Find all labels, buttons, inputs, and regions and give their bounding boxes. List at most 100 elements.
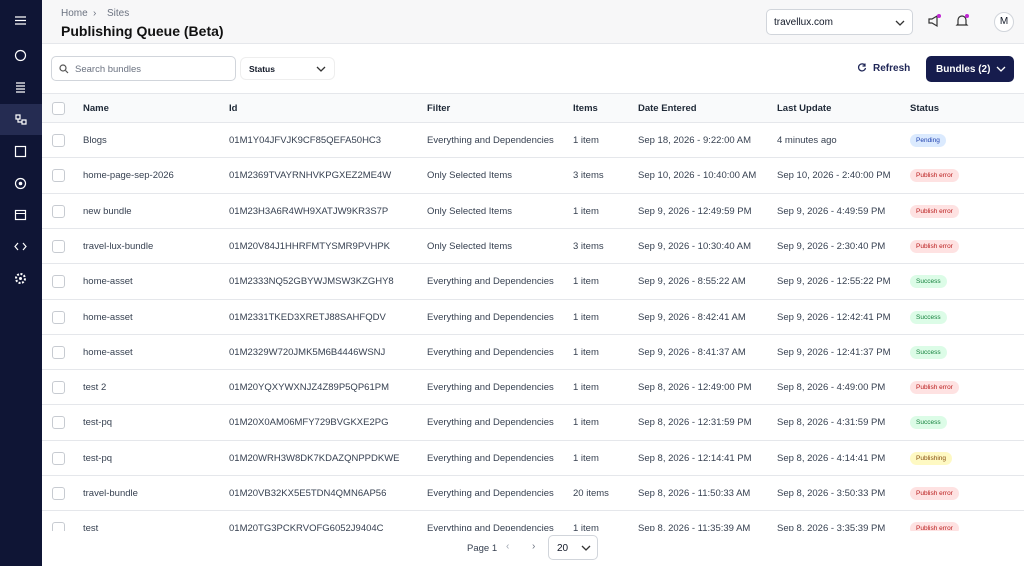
table-row[interactable]: test 2 01M20YQXYWXNJZ4Z89P5QP61PM Everythi… bbox=[42, 369, 1024, 404]
site-name: travellux.com bbox=[774, 17, 833, 28]
active-nav bbox=[0, 104, 42, 135]
row-checkbox[interactable] bbox=[52, 275, 65, 289]
target-icon[interactable] bbox=[14, 177, 27, 190]
date-entered-cell: Sep 10, 2026 - 10:40:00 AM bbox=[638, 170, 757, 182]
filter-cell: Everything and Dependencies bbox=[427, 276, 554, 288]
filter-cell: Everything and Dependencies bbox=[427, 311, 554, 323]
table-row[interactable]: test 01M20TG3PCKRVQFG6052J9404C Everything… bbox=[42, 510, 1024, 531]
table-row[interactable]: home-asset 01M2333NQ52GBYWJMSW3KZGHY8 Ever… bbox=[42, 263, 1024, 298]
menu-icon[interactable] bbox=[14, 14, 27, 27]
status-badge: Publish error bbox=[910, 381, 959, 395]
date-entered-cell: Sep 9, 2026 - 12:49:59 PM bbox=[638, 205, 752, 217]
filter-cell: Only Selected Items bbox=[427, 240, 513, 252]
name-cell: home-asset bbox=[83, 311, 133, 323]
name-cell: test-pq bbox=[83, 452, 113, 464]
column-header: Last Update bbox=[777, 103, 832, 114]
status-badge: Publish error bbox=[910, 204, 959, 218]
dashboard-icon[interactable] bbox=[14, 49, 27, 62]
last-update-cell: Sep 9, 2026 - 4:49:59 PM bbox=[777, 205, 886, 217]
settings-icon[interactable] bbox=[14, 272, 27, 285]
select-all[interactable] bbox=[52, 102, 65, 115]
page-size: 20 bbox=[557, 543, 569, 554]
row-checkbox[interactable] bbox=[52, 522, 65, 531]
row-checkbox[interactable] bbox=[52, 169, 65, 183]
site-select[interactable]: travellux.com bbox=[766, 9, 913, 35]
id-cell: 01M2333NQ52GBYWJMSW3KZGHY8 bbox=[229, 276, 394, 288]
chevron bbox=[996, 66, 1006, 72]
avatar[interactable]: M bbox=[994, 12, 1014, 32]
date-entered-cell: Sep 18, 2026 - 9:22:00 AM bbox=[638, 135, 752, 146]
items-cell: 1 item bbox=[573, 311, 599, 323]
name-cell: travel-bundle bbox=[83, 488, 138, 499]
page-size-select[interactable]: 20 bbox=[548, 535, 598, 560]
status-badge: Publish error bbox=[910, 487, 959, 500]
refresh-icon[interactable] bbox=[857, 63, 867, 73]
media-icon[interactable] bbox=[14, 145, 27, 158]
publishing-icon[interactable] bbox=[14, 113, 27, 126]
chevron bbox=[895, 20, 905, 26]
items-cell: 1 item bbox=[573, 417, 599, 429]
last-update-cell: Sep 8, 2026 - 3:50:33 PM bbox=[777, 488, 886, 499]
table-row[interactable]: Blogs 01M1Y04JFVJK9CF85QEFA50HC3 Everythin… bbox=[42, 122, 1024, 157]
refresh-button[interactable]: Refresh bbox=[873, 63, 911, 74]
table-row[interactable]: travel-bundle 01M20VB32KX5E5TDN4QMN6AP56 E… bbox=[42, 475, 1024, 510]
row-checkbox[interactable] bbox=[52, 204, 65, 218]
calendar-icon[interactable] bbox=[14, 208, 27, 221]
table-row[interactable]: test-pq 01M20WRH3W8DK7KDAZQNPPDKWE Everyth… bbox=[42, 439, 1024, 475]
id-cell: 01M20VB32KX5E5TDN4QMN6AP56 bbox=[229, 488, 387, 499]
status-filter[interactable]: Status bbox=[241, 58, 334, 79]
table-row[interactable]: travel-lux-bundle 01M20V84J1HHRFMTYSMR9PV… bbox=[42, 227, 1024, 263]
chevron bbox=[581, 545, 591, 551]
items-cell: 1 item bbox=[573, 205, 599, 217]
row-checkbox[interactable] bbox=[52, 310, 65, 324]
table-row[interactable]: home-asset 01M2331TKED3XRETJ88SAHFQDV Ever… bbox=[42, 298, 1024, 334]
page-title: Publishing Queue (Beta) bbox=[61, 23, 224, 39]
id-cell: 01M2329W720JMK5M6B4446WSNJ bbox=[229, 346, 386, 358]
id-cell: 01M2331TKED3XRETJ88SAHFQDV bbox=[229, 311, 386, 323]
prev-page[interactable]: ‹ bbox=[506, 541, 510, 552]
row-checkbox[interactable] bbox=[52, 239, 65, 253]
table-header: Name Id Filter Items Date Entered Last Update… bbox=[42, 93, 1024, 122]
sidebar bbox=[0, 0, 42, 566]
pagination: Page 1 ‹ › 20 bbox=[42, 531, 1024, 566]
date-entered-cell: Sep 8, 2026 - 11:50:33 AM bbox=[638, 488, 751, 499]
date-entered-cell: Sep 9, 2026 - 8:55:22 AM bbox=[638, 276, 746, 288]
row-checkbox[interactable] bbox=[52, 487, 65, 500]
filter-cell: Everything and Dependencies bbox=[427, 452, 554, 464]
id-cell: 01M20X0AM06MFY729BVGKXE2PG bbox=[229, 417, 389, 429]
items-cell: 1 item bbox=[573, 346, 599, 358]
breadcrumb[interactable]: Home bbox=[61, 8, 88, 19]
row-checkbox[interactable] bbox=[52, 345, 65, 359]
name-cell: home-asset bbox=[83, 276, 133, 288]
date-entered-cell: Sep 9, 2026 - 8:41:37 AM bbox=[638, 346, 746, 358]
search-input[interactable]: Search bundles bbox=[51, 56, 236, 81]
last-update-cell: Sep 10, 2026 - 2:40:00 PM bbox=[777, 170, 891, 182]
name-cell: home-asset bbox=[83, 346, 133, 358]
last-update-cell: 4 minutes ago bbox=[777, 135, 837, 146]
bundles-button[interactable]: Bundles (2) bbox=[926, 56, 1014, 82]
table-row[interactable]: home-page-sep-2026 01M2369TVAYRNHVKPGXEZ2… bbox=[42, 157, 1024, 192]
page-label: Page 1 bbox=[467, 543, 498, 554]
table-row[interactable]: new bundle 01M23H3A6R4WH9XATJW9KR3S7P Only… bbox=[42, 192, 1024, 228]
chevron bbox=[316, 66, 326, 72]
filter-cell: Everything and Dependencies bbox=[427, 382, 554, 394]
table-row[interactable]: home-asset 01M2329W720JMK5M6B4446WSNJ Ever… bbox=[42, 333, 1024, 369]
last-update-cell: Sep 8, 2026 - 4:49:00 PM bbox=[777, 382, 886, 394]
next-page[interactable]: › bbox=[532, 541, 536, 552]
notification-icon[interactable] bbox=[955, 14, 969, 28]
row-checkbox[interactable] bbox=[52, 134, 65, 147]
row-checkbox[interactable] bbox=[52, 416, 65, 430]
row-checkbox[interactable] bbox=[52, 381, 65, 395]
filter-cell: Everything and Dependencies bbox=[427, 488, 554, 499]
table-row[interactable]: test-pq 01M20X0AM06MFY729BVGKXE2PG Everyth… bbox=[42, 404, 1024, 439]
code-icon[interactable] bbox=[14, 240, 27, 253]
status-badge: Success bbox=[910, 345, 947, 359]
id-cell: 01M20WRH3W8DK7KDAZQNPPDKWE bbox=[229, 452, 400, 464]
announcement-icon[interactable] bbox=[927, 14, 941, 28]
filter-cell: Only Selected Items bbox=[427, 170, 513, 182]
breadcrumb[interactable]: Sites bbox=[107, 8, 130, 19]
content-icon[interactable] bbox=[14, 81, 27, 94]
row-checkbox[interactable] bbox=[52, 451, 65, 465]
filter-cell: Only Selected Items bbox=[427, 205, 513, 217]
name-cell: test bbox=[83, 523, 99, 531]
